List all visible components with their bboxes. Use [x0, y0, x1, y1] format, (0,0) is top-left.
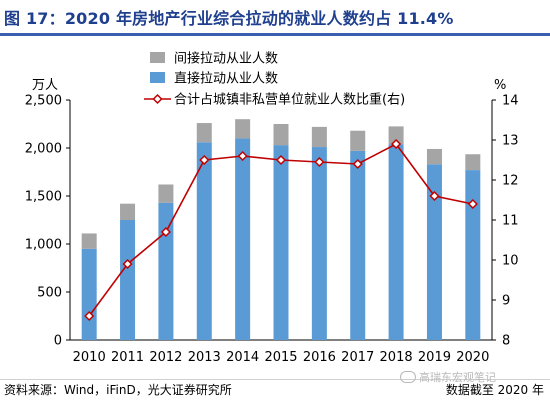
right-axis-label: % — [494, 78, 506, 93]
line-marker — [84, 310, 95, 322]
right-tick-label: 12 — [502, 174, 519, 189]
axes: 0 500 1,000 1,500 2,000 2,500 8 9 10 11 12 13 14 万人 % 2… — [25, 78, 519, 365]
bar-direct — [120, 220, 136, 340]
bar-direct — [81, 248, 97, 340]
line-marker — [429, 190, 440, 202]
legend-label: 合计占城镇非私营单位就业人数比重(右) — [174, 92, 405, 108]
watermark-text: 高瑞东宏观笔记 — [419, 371, 496, 384]
x-tick-label: 2019 — [418, 350, 451, 365]
left-tick-label: 500 — [37, 286, 62, 301]
bar-indirect — [235, 119, 251, 139]
bar-direct — [350, 150, 366, 340]
line-series — [84, 138, 478, 322]
bar-indirect — [311, 126, 327, 148]
x-tick-label: 2014 — [226, 350, 259, 365]
wechat-icon — [400, 371, 416, 383]
bar-indirect — [426, 148, 442, 165]
bar-indirect — [81, 233, 97, 249]
footer-divider — [0, 379, 550, 380]
bar-direct — [158, 202, 174, 340]
bar-direct — [235, 138, 251, 340]
right-tick-label: 14 — [502, 94, 519, 109]
legend-label: 间接拉动从业人数 — [174, 51, 278, 67]
bar-indirect — [158, 184, 174, 203]
bar-indirect — [350, 130, 366, 151]
left-tick-label: 0 — [54, 334, 62, 349]
watermark: 高瑞东宏观笔记 — [400, 369, 496, 385]
bars — [81, 119, 481, 340]
legend-label: 直接拉动从业人数 — [174, 71, 278, 87]
left-tick-label: 2,000 — [25, 142, 62, 157]
x-tick-label: 2018 — [380, 350, 413, 365]
bar-direct — [426, 164, 442, 340]
x-tick-label: 2011 — [111, 350, 144, 365]
x-tick-label: 2010 — [73, 350, 106, 365]
line-marker — [199, 154, 210, 166]
source-note: 资料来源：Wind，iFinD，光大证券研究所 — [4, 383, 232, 397]
legend-swatch-marker — [152, 93, 163, 105]
bar-direct — [311, 147, 327, 340]
right-tick-label: 9 — [502, 294, 510, 309]
bar-indirect — [196, 123, 212, 143]
x-tick-label: 2013 — [188, 350, 221, 365]
left-tick-label: 1,500 — [25, 190, 62, 205]
date-note: 数据截至 2020 年 — [445, 383, 544, 397]
line-marker — [467, 198, 478, 210]
bar-indirect — [273, 124, 289, 146]
x-tick-label: 2017 — [341, 350, 374, 365]
bar-direct — [273, 145, 289, 340]
line-marker — [122, 258, 133, 270]
left-axis-label: 万人 — [32, 78, 58, 93]
line-marker — [160, 226, 171, 238]
right-tick-label: 13 — [502, 134, 519, 149]
bar-indirect — [465, 154, 481, 171]
right-tick-label: 11 — [502, 214, 519, 229]
line-marker — [237, 150, 248, 162]
bar-direct — [465, 170, 481, 340]
line-marker — [314, 156, 325, 168]
header: 图 17：2020 年房地产行业综合拉动的就业人数约占 11.4% — [0, 0, 550, 34]
left-tick-label: 2,500 — [25, 94, 62, 109]
bar-direct — [388, 144, 404, 340]
bar-indirect — [120, 203, 136, 220]
x-tick-label: 2016 — [303, 350, 336, 365]
line-marker — [275, 154, 287, 166]
chart-title: 图 17：2020 年房地产行业综合拉动的就业人数约占 11.4% — [4, 9, 454, 28]
legend-swatch-direct — [150, 72, 165, 83]
x-tick-label: 2020 — [456, 350, 489, 365]
x-tick-label: 2012 — [149, 350, 182, 365]
legend-swatch-indirect — [150, 52, 165, 63]
right-tick-label: 10 — [502, 254, 519, 269]
line-marker — [352, 158, 363, 170]
left-tick-label: 1,000 — [25, 238, 62, 253]
bar-direct — [196, 142, 212, 340]
bar-indirect — [388, 126, 404, 145]
header-divider — [0, 33, 550, 36]
right-tick-label: 8 — [502, 334, 510, 349]
x-tick-label: 2015 — [264, 350, 297, 365]
line-marker — [391, 138, 402, 150]
